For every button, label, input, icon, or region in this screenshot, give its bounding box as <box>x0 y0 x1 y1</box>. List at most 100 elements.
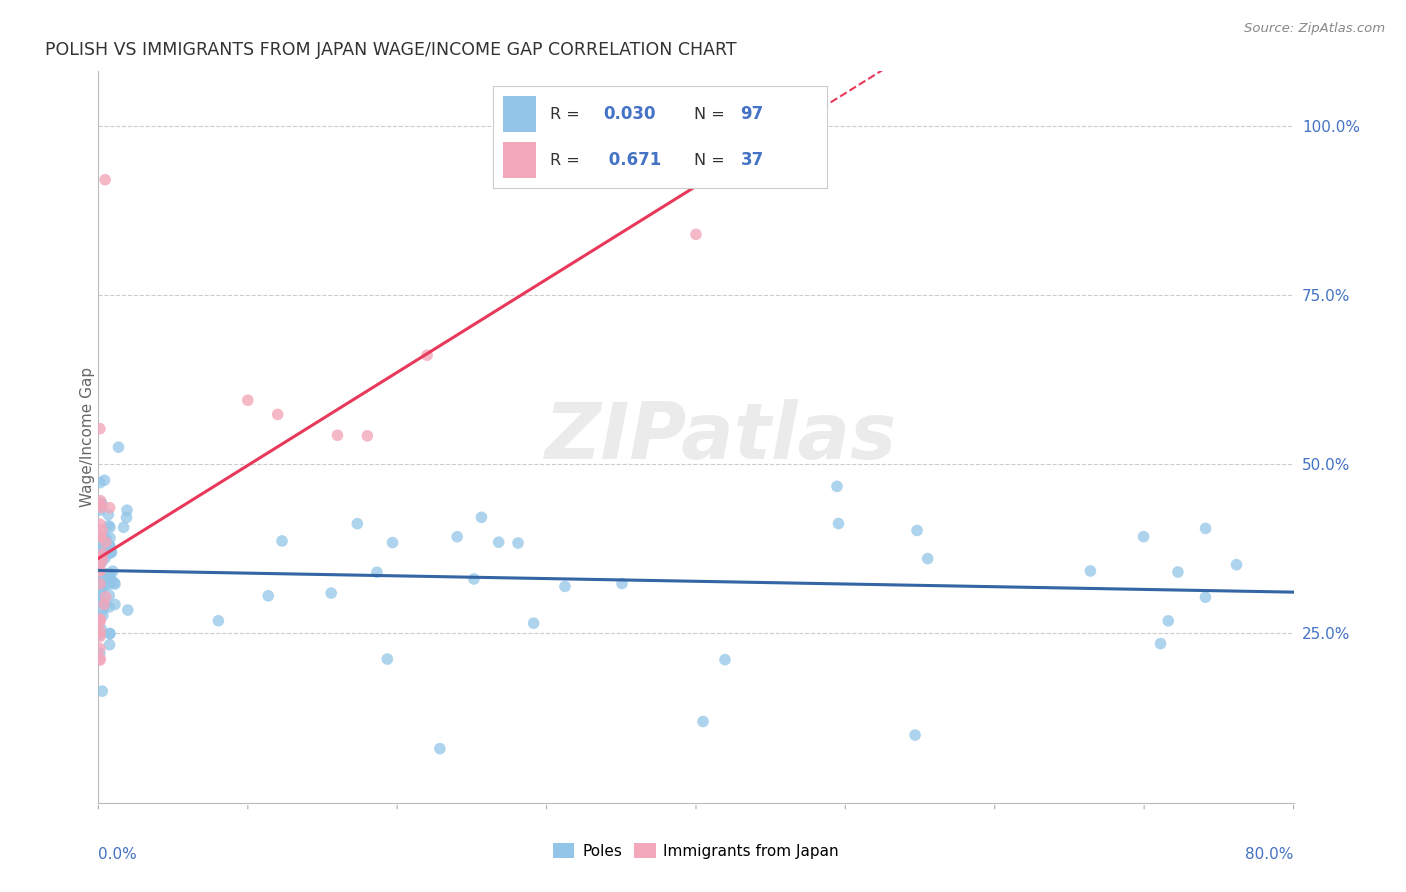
Point <box>1080 564 1102 578</box>
Point <box>89 625 111 640</box>
Point <box>506 536 529 550</box>
Point <box>1149 636 1171 650</box>
Point <box>91 552 114 566</box>
Point <box>93 566 115 581</box>
Point <box>89 554 111 568</box>
Point <box>90 591 112 606</box>
Point <box>90 555 112 569</box>
Point <box>93 579 115 593</box>
Point <box>89 475 111 490</box>
Point <box>89 627 111 641</box>
Point <box>104 598 127 612</box>
Point <box>94 535 117 549</box>
Point <box>89 583 111 598</box>
Point <box>90 496 112 510</box>
Point <box>90 530 112 544</box>
Point <box>714 113 737 128</box>
Point <box>94 172 117 186</box>
Point <box>89 630 111 644</box>
Point <box>98 600 121 615</box>
Point <box>271 533 294 548</box>
Point <box>470 510 492 524</box>
Point <box>104 577 127 591</box>
Point <box>375 652 398 666</box>
Point <box>825 479 848 493</box>
Point <box>115 510 138 524</box>
Point <box>90 622 112 636</box>
Point <box>90 592 112 607</box>
Point <box>98 638 121 652</box>
Point <box>89 641 111 656</box>
Point <box>90 548 112 562</box>
Point <box>98 531 121 545</box>
Point <box>89 651 111 665</box>
Point <box>714 653 737 667</box>
Point <box>98 588 121 602</box>
Point <box>89 550 111 565</box>
Point <box>100 572 122 586</box>
Point <box>89 529 111 543</box>
Point <box>905 524 928 538</box>
Point <box>463 572 485 586</box>
Point <box>96 566 118 581</box>
Point <box>90 540 112 554</box>
Point <box>89 624 111 639</box>
Point <box>100 545 122 559</box>
Point <box>91 603 114 617</box>
Point <box>91 572 114 586</box>
Point <box>98 539 121 553</box>
Point <box>89 503 111 517</box>
Point <box>1194 521 1216 535</box>
Point <box>97 518 120 533</box>
Point <box>321 586 343 600</box>
Point <box>1167 565 1189 579</box>
Point <box>97 508 120 522</box>
Legend: Poles, Immigrants from Japan: Poles, Immigrants from Japan <box>547 837 845 864</box>
Point <box>89 579 111 593</box>
Point <box>112 520 135 534</box>
Point <box>523 616 546 631</box>
Text: POLISH VS IMMIGRANTS FROM JAPAN WAGE/INCOME GAP CORRELATION CHART: POLISH VS IMMIGRANTS FROM JAPAN WAGE/INC… <box>45 41 737 59</box>
Point <box>326 428 349 442</box>
Point <box>91 528 114 542</box>
Text: ZIPatlas: ZIPatlas <box>544 399 896 475</box>
Point <box>429 741 451 756</box>
Text: 0.0%: 0.0% <box>98 847 138 862</box>
Point <box>554 579 576 593</box>
Point <box>94 534 117 549</box>
Point <box>98 577 121 591</box>
Point <box>827 516 849 531</box>
Point <box>488 535 510 549</box>
Point <box>93 473 115 487</box>
Point <box>90 500 112 515</box>
Point <box>89 528 111 542</box>
Point <box>94 531 117 545</box>
Point <box>89 591 111 606</box>
Point <box>1132 530 1154 544</box>
Point <box>89 576 111 591</box>
Point <box>90 498 112 512</box>
Point <box>91 684 114 698</box>
Point <box>89 615 111 629</box>
Point <box>91 547 114 561</box>
Point <box>98 569 121 583</box>
Text: Source: ZipAtlas.com: Source: ZipAtlas.com <box>1244 22 1385 36</box>
Point <box>90 576 112 591</box>
Point <box>91 594 114 608</box>
Point <box>904 728 927 742</box>
Point <box>1194 591 1216 605</box>
Point <box>381 535 404 549</box>
Point <box>89 595 111 609</box>
Point <box>257 589 280 603</box>
Point <box>94 550 117 565</box>
Point <box>1157 614 1180 628</box>
Point <box>236 393 259 408</box>
Point <box>94 590 117 604</box>
Point <box>98 539 121 553</box>
Point <box>91 608 114 623</box>
Point <box>101 564 124 578</box>
Point <box>89 613 111 627</box>
Point <box>90 581 112 595</box>
Point <box>89 612 111 626</box>
Point <box>115 503 138 517</box>
